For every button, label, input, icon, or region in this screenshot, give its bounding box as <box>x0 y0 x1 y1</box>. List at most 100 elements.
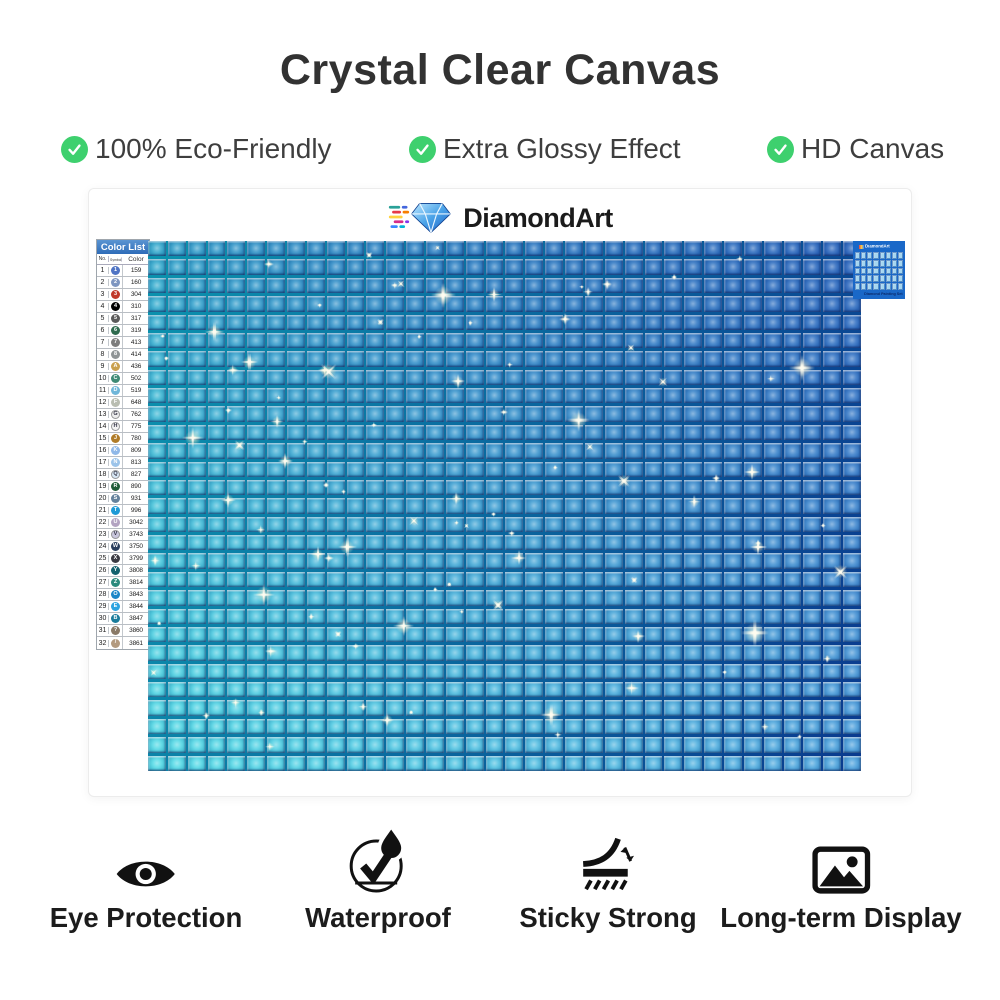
canvas-tile <box>783 682 802 698</box>
color-list-row: 8 8 414 <box>97 349 149 361</box>
canvas-tile <box>644 700 663 716</box>
canvas-tile <box>306 645 325 661</box>
canvas-tile <box>426 626 444 643</box>
canvas-tile <box>545 516 564 533</box>
canvas-tile <box>227 296 246 312</box>
canvas-tile <box>187 351 206 367</box>
sparkle <box>231 698 241 708</box>
canvas-tile <box>684 608 703 624</box>
sparkle <box>583 287 593 297</box>
color-list-no: 26 <box>97 567 109 574</box>
canvas-tile <box>465 663 484 680</box>
canvas-tile <box>664 241 683 257</box>
color-list-row: 22 U 3042 <box>97 517 149 529</box>
canvas-tile <box>525 590 544 606</box>
canvas-tile <box>485 259 504 275</box>
canvas-tile <box>187 314 206 330</box>
canvas-tile <box>684 351 703 367</box>
canvas-tile <box>267 682 286 698</box>
canvas-tile <box>783 406 802 422</box>
canvas-tile <box>465 388 484 404</box>
canvas-tile <box>426 443 444 459</box>
canvas-tile <box>445 461 464 477</box>
canvas-tile <box>664 718 683 735</box>
color-list-no: 23 <box>97 531 109 538</box>
canvas-tile <box>267 296 286 312</box>
canvas-tile <box>465 332 484 349</box>
canvas-tile <box>247 406 266 422</box>
bottom-feature-label: Eye Protection <box>49 902 243 933</box>
canvas-tile <box>167 369 186 386</box>
canvas-tile <box>584 700 603 716</box>
canvas-tile <box>505 241 524 257</box>
canvas-tile <box>346 277 365 294</box>
canvas-tile <box>684 369 703 386</box>
canvas-tile <box>525 314 544 330</box>
thumbnail-caption: Diamond Painting Set <box>864 292 903 297</box>
canvas-tile <box>843 388 861 404</box>
canvas-tile <box>346 351 365 367</box>
canvas-tile <box>207 737 226 753</box>
canvas-tile <box>267 571 286 588</box>
color-list-no: 5 <box>97 315 109 322</box>
sparkle <box>242 354 257 370</box>
canvas-tile <box>743 369 762 386</box>
canvas-tile <box>485 351 504 367</box>
canvas-tile <box>684 479 703 496</box>
color-list-code: 3799 <box>129 555 143 562</box>
sparkle <box>459 609 464 614</box>
sparkle <box>333 629 343 639</box>
canvas-tile <box>306 626 325 643</box>
canvas-tile <box>326 700 345 716</box>
canvas-tile <box>287 608 305 624</box>
color-symbol-badge: H <box>109 421 123 432</box>
canvas-tile <box>565 479 583 496</box>
color-list-row: 23 V 3743 <box>97 529 149 541</box>
canvas-tile <box>426 608 444 624</box>
canvas-tile <box>723 241 742 257</box>
diamond-canvas <box>148 241 861 771</box>
canvas-tile <box>148 718 166 735</box>
color-list-table: Color List No. Symbol Color 1 1 159 2 2 160 3 3… <box>96 239 150 650</box>
canvas-tile <box>624 277 643 294</box>
canvas-tile <box>306 388 325 404</box>
color-list-code: 3843 <box>129 591 143 598</box>
canvas-tile <box>723 406 742 422</box>
canvas-tile <box>326 737 345 753</box>
canvas-tile <box>644 241 663 257</box>
canvas-tile <box>346 553 365 569</box>
color-list-no: 24 <box>97 543 109 550</box>
canvas-tile <box>664 663 683 680</box>
canvas-tile <box>187 700 206 716</box>
canvas-tile <box>287 369 305 386</box>
canvas-tile <box>604 718 623 735</box>
canvas-tile <box>207 553 226 569</box>
thumbnail-drill-cell <box>867 275 873 283</box>
canvas-tile <box>366 535 385 551</box>
canvas-tile <box>445 443 464 459</box>
canvas-tile <box>783 277 802 294</box>
sparkle <box>671 274 677 280</box>
sparkle <box>767 375 775 382</box>
canvas-tile <box>465 424 484 441</box>
canvas-tile <box>346 332 365 349</box>
sparkle <box>507 362 513 368</box>
canvas-tile <box>803 682 822 698</box>
canvas-tile <box>346 369 365 386</box>
canvas-tile <box>505 700 524 716</box>
canvas-tile <box>167 351 186 367</box>
canvas-tile <box>783 516 802 533</box>
canvas-tile <box>267 479 286 496</box>
sparkle <box>468 320 473 326</box>
canvas-tile <box>207 516 226 533</box>
color-list-row: 30 B 3847 <box>97 613 149 625</box>
canvas-tile <box>247 626 266 643</box>
feature-glossy: Extra Glossy Effect <box>409 133 681 165</box>
color-symbol-badge: D <box>109 385 123 396</box>
canvas-tile <box>465 259 484 275</box>
canvas-tile <box>525 700 544 716</box>
canvas-tile <box>783 700 802 716</box>
canvas-tile <box>565 663 583 680</box>
canvas-tile <box>823 718 842 735</box>
canvas-tile <box>167 461 186 477</box>
